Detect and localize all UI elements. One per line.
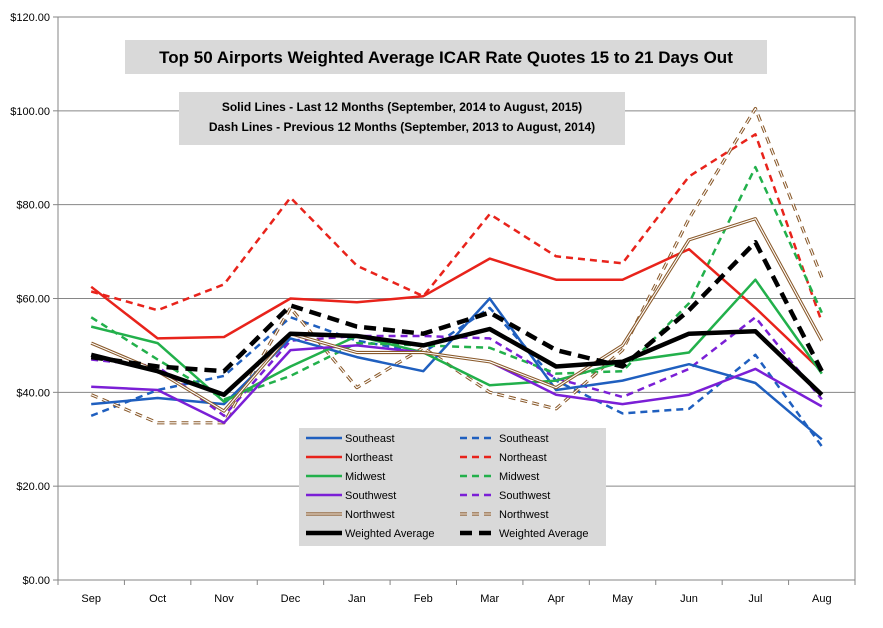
x-tick-label: Apr [548, 593, 565, 605]
series-midwest-dashed [90, 165, 823, 401]
y-tick-label: $0.00 [22, 575, 50, 587]
y-tick-label: $80.00 [16, 200, 50, 212]
legend-label: Northwest [499, 509, 549, 521]
x-tick-label: Dec [281, 593, 301, 605]
x-tick-label: Nov [214, 593, 234, 605]
x-tick-label: Oct [149, 593, 166, 605]
legend-label: Midwest [499, 471, 539, 483]
legend-item-midwest-dashed: Midwest [460, 471, 539, 483]
legend-label: Northeast [345, 452, 393, 464]
legend-label: Southwest [499, 490, 550, 502]
legend-item-weighted-average-solid: Weighted Average [306, 528, 435, 540]
series-line-northeast-dashed [90, 133, 823, 323]
notes-box: Solid Lines - Last 12 Months (September,… [179, 92, 625, 145]
x-tick-label: Sep [81, 593, 101, 605]
legend-item-southwest-solid: Southwest [306, 490, 396, 502]
series-southwest-dashed [91, 316, 823, 418]
legend-label: Northeast [499, 452, 547, 464]
x-tick-label: Jul [748, 593, 762, 605]
legend-item-northeast-dashed: Northeast [460, 452, 547, 464]
legend-label: Southwest [345, 490, 396, 502]
x-axis-ticks: Sep Oct Nov Dec Jan Feb Mar Apr May Jun Jul Aug [57, 580, 856, 605]
legend-label: Northwest [345, 509, 395, 521]
legend-item-southeast-solid: Southeast [306, 433, 395, 445]
series-northeast-dashed [90, 133, 823, 323]
chart-title: Top 50 Airports Weighted Average ICAR Ra… [159, 48, 733, 67]
legend-label: Weighted Average [499, 528, 589, 540]
note-dash-lines: Dash Lines - Previous 12 Months (Septemb… [209, 120, 595, 134]
series-line-weighted-average-solid [90, 326, 824, 397]
y-tick-label: $120.00 [10, 12, 50, 24]
series-midwest-solid [90, 278, 823, 403]
x-tick-label: Feb [414, 593, 433, 605]
x-tick-label: Jun [680, 593, 698, 605]
note-solid-lines: Solid Lines - Last 12 Months (September,… [222, 100, 582, 114]
x-tick-label: May [612, 593, 633, 605]
x-tick-label: Jan [348, 593, 366, 605]
legend-item-northwest-dashed: Northwest [460, 509, 549, 521]
x-tick-label: Mar [480, 593, 499, 605]
series-weighted-average-dashed [90, 239, 824, 374]
series-northwest-dashed [90, 106, 824, 425]
series-northwest-solid [90, 217, 824, 413]
y-tick-label: $20.00 [16, 481, 50, 493]
series-lines [90, 106, 824, 448]
series-weighted-average-solid [90, 326, 824, 397]
series-line-northwest-dashed [90, 106, 824, 425]
legend-item-midwest-solid: Midwest [306, 471, 385, 483]
y-tick-label: $100.00 [10, 106, 50, 118]
series-line-northwest-solid-inner [90, 218, 823, 412]
legend-label: Southeast [499, 433, 549, 445]
series-line-southwest-dashed [91, 316, 823, 418]
legend-item-southeast-dashed: Southeast [460, 433, 549, 445]
y-tick-label: $60.00 [16, 294, 50, 306]
legend-label: Southeast [345, 433, 395, 445]
series-line-midwest-dashed [90, 165, 823, 401]
series-northeast-solid [90, 247, 823, 373]
legend-item-northeast-solid: Northeast [306, 452, 393, 464]
legend-item-northwest-solid: Northwest [306, 509, 395, 521]
x-tick-label: Aug [812, 593, 832, 605]
legend: Southeast Northeast Midwest Southwest Northw… [299, 428, 606, 546]
legend-item-southwest-dashed: Southwest [460, 490, 550, 502]
series-southeast-dashed [90, 306, 823, 448]
series-line-northeast-solid [90, 247, 823, 373]
legend-label: Midwest [345, 471, 385, 483]
legend-label: Weighted Average [345, 528, 435, 540]
chart-title-box: Top 50 Airports Weighted Average ICAR Ra… [125, 40, 767, 74]
y-tick-label: $40.00 [16, 387, 50, 399]
series-line-northwest-dashed-inner [90, 107, 823, 424]
series-line-weighted-average-dashed [90, 239, 824, 374]
series-line-southeast-dashed [90, 306, 823, 448]
y-axis-ticks: $0.00 $20.00 $40.00 $60.00 $80.00 $100.00 $120… [10, 12, 58, 587]
legend-item-weighted-average-dashed: Weighted Average [460, 528, 589, 540]
